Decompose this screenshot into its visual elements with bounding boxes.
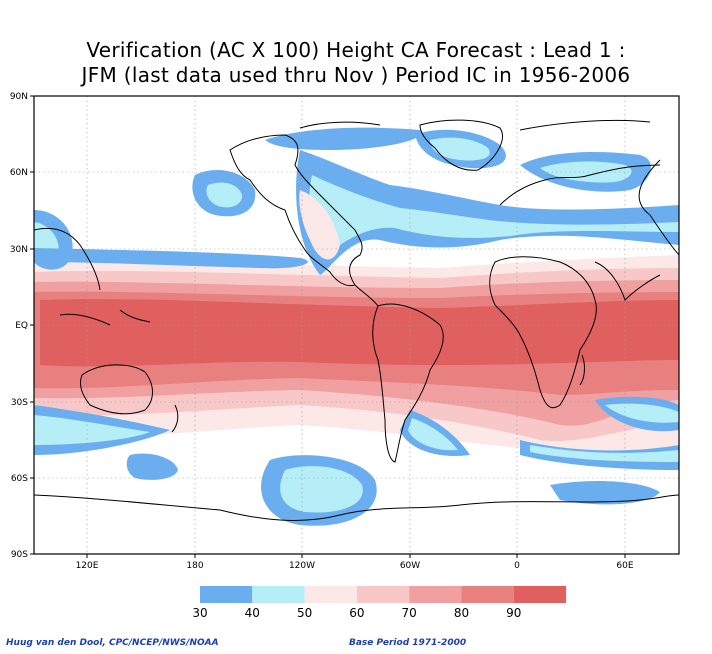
lat-label-eq: EQ [15, 321, 28, 331]
field-40-south-atlantic [408, 418, 458, 451]
colorbar-swatch-4 [409, 586, 462, 603]
coast-greenland [419, 119, 503, 171]
field-30-antarctic-east [550, 480, 660, 505]
field-30-north-cap-east [265, 127, 422, 150]
lat-label-60n: 60N [10, 168, 28, 178]
colorbar-swatch-0 [200, 586, 253, 603]
coast-indonesia [59, 309, 151, 326]
field-30-southern-ocean-west [126, 453, 178, 480]
coast-new-zealand [171, 404, 179, 433]
lat-label-60s: 60S [11, 474, 28, 484]
coast-arctic-islands [299, 119, 651, 131]
map-title-line-2: JFM (last data used thru Nov ) Period IC… [81, 63, 631, 87]
field-30-subtropic-pacific-north [34, 248, 308, 269]
axis-ticks [30, 95, 626, 558]
lon-label-120e: 120E [76, 561, 99, 571]
coast-madagascar [579, 354, 585, 386]
shaded-field [34, 127, 679, 526]
colorbar-swatch-2 [304, 586, 357, 603]
colorbar-tick-label: 30 [192, 606, 207, 620]
coast-antarctica [33, 494, 680, 521]
coastlines [33, 119, 680, 521]
coast-north-america [229, 134, 363, 287]
coast-south-america [372, 303, 444, 463]
base-period-text: Base Period 1971-2000 [349, 638, 467, 648]
colorbar-swatch-1 [252, 586, 305, 603]
colorbar: 30 40 50 60 70 80 90 [192, 586, 567, 620]
coast-africa [489, 256, 597, 409]
colorbar-tick-label: 50 [297, 606, 312, 620]
coast-east-asia [33, 227, 101, 291]
colorbar-tick-label: 90 [506, 606, 521, 620]
latitude-labels: 90N 60N 30N EQ 30S 60S 90S [10, 92, 28, 560]
coast-arabia-india [594, 261, 661, 301]
field-core-band [40, 299, 679, 367]
longitude-labels: 120E 180 120W 60W 0 60E [76, 561, 634, 571]
field-40-north-pacific-core [206, 182, 243, 208]
lat-label-30n: 30N [10, 245, 28, 255]
colorbar-tick-label: 80 [454, 606, 469, 620]
colorbar-tick-label: 60 [349, 606, 364, 620]
lon-label-120w: 120W [289, 561, 315, 571]
colorbar-swatch-3 [356, 586, 410, 603]
coast-asia [638, 159, 680, 256]
lat-label-90s: 90S [11, 550, 28, 560]
colorbar-swatch-6 [513, 586, 567, 603]
field-40-south-indian-east [605, 403, 679, 423]
coast-europe [499, 164, 661, 206]
field-40-south-indian [530, 445, 679, 462]
coast-australia [79, 364, 153, 415]
lat-label-90n: 90N [10, 92, 28, 102]
field-30-north-atlantic [296, 150, 679, 275]
lon-label-60e: 60E [616, 561, 633, 571]
field-40-greenland-core [430, 137, 490, 161]
field-60-us [299, 190, 340, 260]
field-40-north-atlantic [309, 175, 679, 255]
coast-central-america [354, 284, 379, 307]
lon-label-180: 180 [186, 561, 203, 571]
field-40-south-pacific-west [34, 415, 150, 445]
colorbar-swatch-5 [461, 586, 514, 603]
lat-label-30s: 30S [11, 398, 28, 408]
colorbar-tick-label: 70 [402, 606, 417, 620]
colorbar-tick-label: 40 [245, 606, 260, 620]
lon-label-0: 0 [514, 561, 520, 571]
map-title-line-1: Verification (AC X 100) Height CA Foreca… [86, 38, 626, 62]
credit-text: Huug van den Dool, CPC/NCEP/NWS/NOAA [6, 638, 219, 648]
lon-label-60w: 60W [400, 561, 420, 571]
